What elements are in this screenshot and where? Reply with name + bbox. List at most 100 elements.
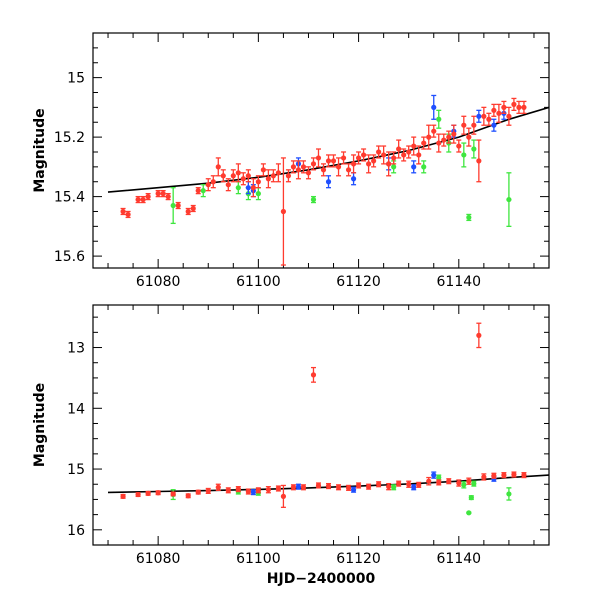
data-point-red (155, 490, 161, 496)
data-point-red (486, 116, 492, 122)
data-point-red (185, 493, 191, 499)
data-point-red (436, 479, 442, 486)
data-point-red (516, 104, 522, 110)
data-point-red (120, 208, 126, 215)
data-point-green (310, 196, 317, 203)
y-tick-label: 13 (67, 341, 85, 357)
data-point-red (481, 113, 487, 119)
data-point-red (366, 161, 372, 167)
data-point-green (200, 188, 206, 194)
data-point-blue (245, 185, 251, 191)
series-green (170, 109, 512, 228)
data-point-red (426, 478, 432, 484)
data-point-green (466, 214, 472, 221)
y-axis-title: Magnitude (32, 383, 48, 467)
data-point-red (345, 167, 352, 173)
data-point-green (436, 474, 442, 481)
data-point-red (315, 155, 322, 161)
data-point-blue (295, 484, 302, 490)
data-point-red (471, 122, 477, 128)
data-point-red (376, 149, 382, 155)
data-point-red (396, 146, 402, 152)
x-tick-label: 61080 (136, 551, 181, 567)
x-tick-label: 61140 (437, 551, 482, 567)
data-point-green (255, 191, 261, 197)
data-point-green (461, 482, 467, 488)
data-point-red (205, 488, 211, 494)
x-tick-label: 61080 (136, 274, 181, 290)
data-point-blue (431, 472, 437, 478)
bottom-panel: 61080 61100 61120 61140 13 14 15 16 Magnitude HJD… (32, 304, 550, 587)
x-tick-label: 61120 (336, 551, 381, 567)
data-point-blue (476, 113, 482, 119)
data-point-red (195, 489, 201, 495)
plot-frame (92, 32, 550, 269)
data-point-red (476, 332, 482, 338)
data-point-red (170, 491, 176, 497)
data-point-red (305, 170, 312, 176)
data-point-red (340, 155, 347, 161)
data-point-red (406, 149, 412, 155)
data-point-red (335, 484, 342, 490)
data-point-red (265, 487, 271, 493)
data-point-red (491, 473, 497, 479)
data-point-red (275, 170, 282, 176)
plot-area (107, 94, 549, 266)
data-point-red (165, 194, 171, 200)
data-point-red (145, 490, 151, 496)
top-panel: 61080 61100 61120 61140 15 15.2 15.4 15.6 Magnit… (32, 32, 550, 290)
data-point-green (391, 164, 397, 170)
data-point-red (441, 137, 447, 143)
data-point-red (511, 471, 517, 478)
y-tick-label: 14 (67, 401, 85, 417)
data-point-red (446, 478, 452, 484)
data-point-green (391, 484, 397, 490)
data-point-red (230, 173, 236, 179)
data-point-red (501, 104, 507, 110)
data-point-red (386, 484, 392, 490)
data-point-red (290, 484, 297, 490)
data-point-green (471, 481, 477, 487)
data-point-red (521, 472, 527, 478)
data-point-red (290, 164, 297, 170)
data-point-red (345, 485, 352, 491)
data-point-red (431, 128, 437, 134)
data-point-red (491, 107, 497, 113)
data-point-green (466, 510, 472, 516)
data-point-green (436, 116, 442, 122)
data-point-red (300, 164, 307, 170)
y-tick-label: 15.6 (54, 249, 85, 265)
data-point-red (220, 173, 226, 179)
data-point-blue (411, 484, 417, 490)
data-point-red (125, 211, 131, 218)
data-point-red (391, 155, 397, 161)
data-point-green (506, 196, 512, 203)
data-point-red (511, 101, 517, 107)
data-point-red (360, 152, 367, 158)
data-point-red (215, 164, 221, 170)
data-point-red (245, 173, 251, 179)
data-point-green (235, 185, 241, 191)
data-point-red (396, 481, 402, 487)
data-point-red (255, 487, 261, 493)
data-point-red (240, 176, 246, 182)
data-point-red (496, 110, 502, 116)
data-point-red (446, 134, 452, 140)
data-point-red (215, 484, 221, 490)
series-red (120, 322, 527, 508)
x-tick-label: 61100 (236, 551, 281, 567)
data-point-red (135, 196, 141, 203)
data-point-red (245, 488, 251, 495)
data-point-red (315, 482, 322, 489)
data-point-green (506, 491, 512, 497)
data-point-red (436, 140, 442, 146)
data-point-red (140, 196, 146, 203)
y-tick-label: 15.2 (54, 130, 85, 146)
data-point-red (506, 113, 512, 119)
data-point-blue (431, 104, 437, 110)
data-point-red (270, 173, 276, 179)
data-point-red (295, 167, 302, 173)
x-axis-title: HJD−2400000 (267, 571, 376, 587)
data-point-green (468, 495, 474, 501)
data-point-red (145, 194, 151, 200)
